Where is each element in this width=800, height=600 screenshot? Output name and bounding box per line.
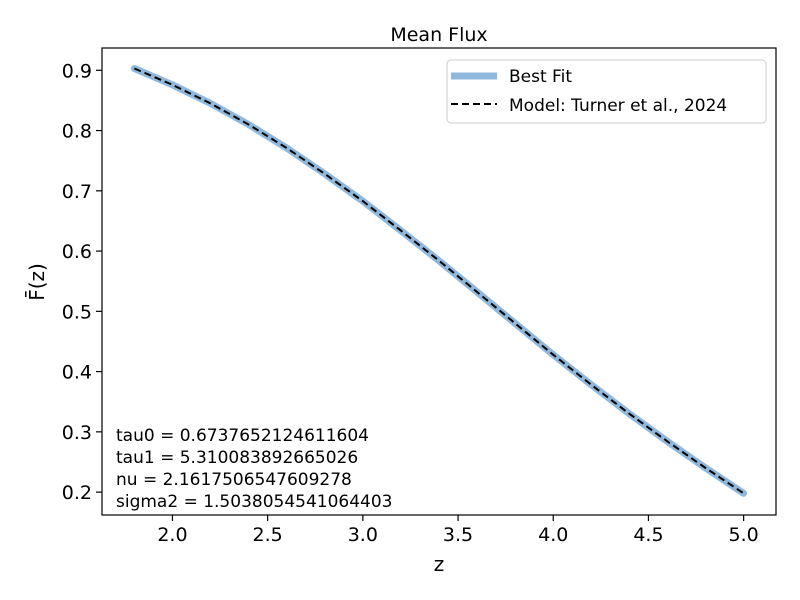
annotation-tau0: tau0 = 0.6737652124611604 [116,426,369,446]
x-tick-label: 4.0 [538,524,568,546]
x-tick-label: 3.5 [443,524,473,546]
annotation-sigma2: sigma2 = 1.5038054541064403 [116,492,393,512]
y-ticks: 0.2 0.3 0.4 0.5 0.6 0.7 0.8 0.9 [62,60,102,504]
y-tick-label: 0.7 [62,181,92,203]
annotation-nu: nu = 2.1617506547609278 [116,470,352,490]
legend: Best Fit Model: Turner et al., 2024 [446,59,767,124]
y-tick-label: 0.9 [62,60,92,82]
y-tick-label: 0.2 [62,482,92,504]
x-tick-label: 2.5 [253,524,283,546]
y-tick-label: 0.4 [62,362,92,384]
series-layer [130,65,748,497]
y-tick-label: 0.3 [62,422,92,444]
x-tick-label: 4.5 [633,524,663,546]
y-axis-label: F̄(z) [24,263,49,301]
plot-frame [101,47,777,516]
parameter-annotations: tau0 = 0.6737652124611604 tau1 = 5.31008… [116,426,393,512]
legend-label-model: Model: Turner et al., 2024 [509,96,727,116]
x-tick-label: 2.0 [157,524,187,546]
x-tick-label: 3.0 [348,524,378,546]
legend-label-best-fit: Best Fit [509,67,572,87]
y-tick-label: 0.6 [62,241,92,263]
chart-title: Mean Flux [390,24,487,46]
series-line-1 [134,67,745,495]
annotation-tau1: tau1 = 5.310083892665026 [116,448,358,468]
x-ticks: 2.0 2.5 3.0 3.5 4.0 4.5 5.0 [157,515,759,546]
y-tick-label: 0.8 [62,121,92,143]
y-tick-label: 0.5 [62,301,92,323]
legend-box [446,59,767,124]
x-tick-label: 5.0 [729,524,759,546]
x-axis-label: z [434,552,445,576]
